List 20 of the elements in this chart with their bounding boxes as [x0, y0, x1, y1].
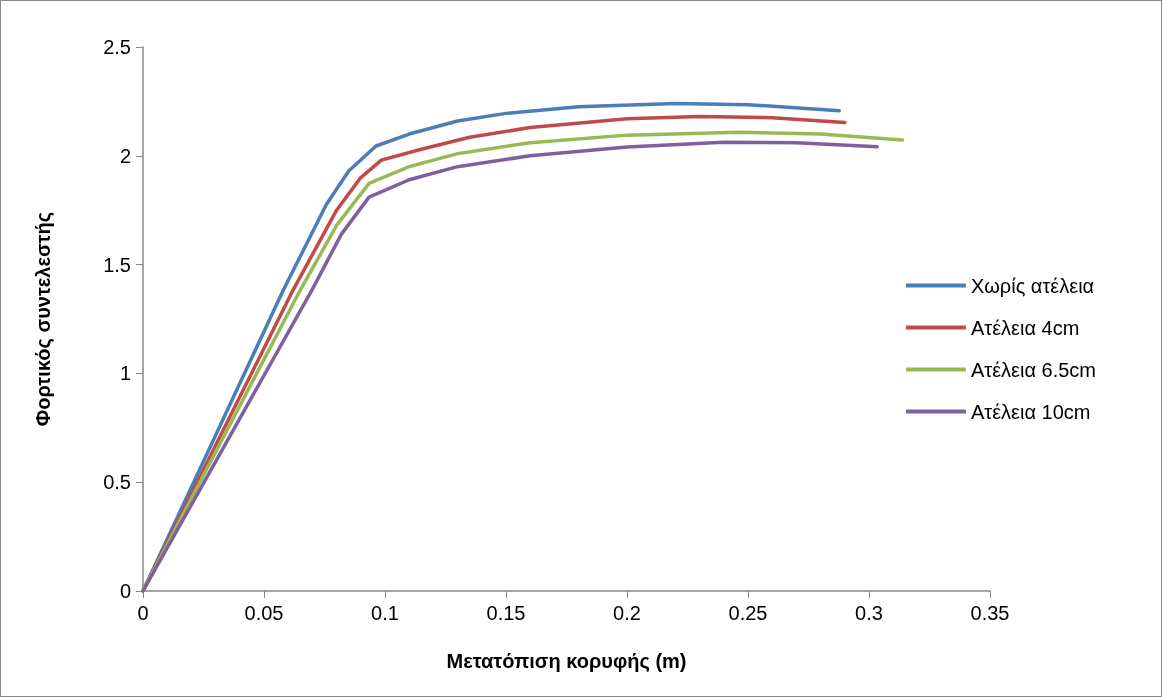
x-tick-label: 0.15 [486, 602, 526, 624]
y-tick-label: 2 [119, 144, 131, 167]
legend-label: Ατέλεια 10cm [970, 400, 1091, 423]
x-tick-label: 0 [137, 602, 149, 624]
x-tick-label: 0.05 [244, 602, 284, 624]
x-tick-label: 0.3 [855, 602, 883, 624]
legend-label: Ατέλεια 4cm [970, 316, 1080, 339]
x-axis-title: Μετατόπιση κορυφής (m) [446, 650, 687, 672]
x-tick-label: 0.1 [371, 602, 399, 624]
y-tick-label: 1 [119, 362, 131, 385]
x-tick-label: 0.25 [728, 602, 768, 624]
x-tick-label: 0.2 [613, 602, 641, 624]
x-tick-label: 0.35 [970, 602, 1010, 624]
legend-label: Χωρίς ατέλεια [970, 274, 1095, 297]
y-tick-label: 0 [119, 580, 131, 602]
y-tick-label: 0.5 [103, 471, 131, 494]
y-tick-label: 1.5 [103, 253, 131, 276]
legend-label: Ατέλεια 6.5cm [970, 358, 1097, 381]
y-axis-title: Φορτικός συντελεστής [32, 211, 54, 427]
y-tick-label: 2.5 [103, 36, 131, 58]
